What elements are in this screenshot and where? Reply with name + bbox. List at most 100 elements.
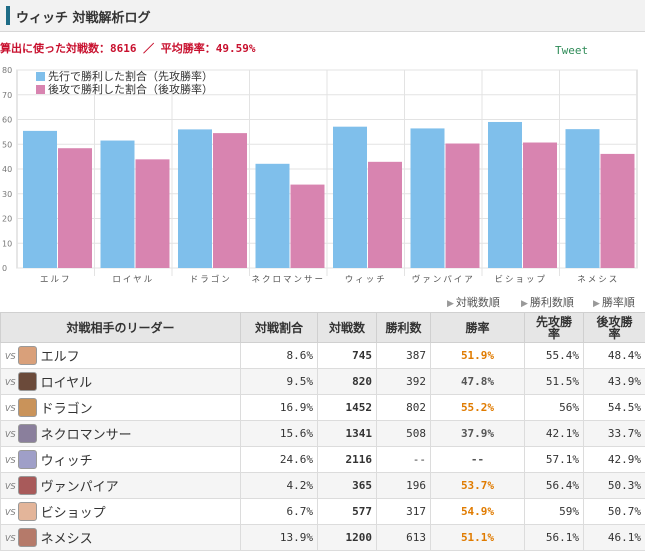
x-tick-label: ビショップ [494, 275, 547, 285]
leader-name: ネメシス [41, 532, 93, 547]
cell-second-rate: 48.4% [584, 343, 645, 369]
page-title: ウィッチ 対戦解析ログ [16, 7, 151, 26]
col-header-leader[interactable]: 対戦相手のリーダー [1, 313, 241, 343]
cell-battles: 1341 [318, 421, 377, 447]
cell-second-rate: 50.3% [584, 473, 645, 499]
sort-by-battles[interactable]: ▶対戦数順 [447, 294, 500, 310]
cell-first-rate: 42.1% [525, 421, 584, 447]
y-tick-label: 30 [2, 190, 12, 199]
win-rate-chart: 01020304050607080エルフロイヤルドラゴンネクロマンサーウィッチヴ… [0, 60, 645, 290]
col-header-battles[interactable]: 対戦数 [318, 313, 377, 343]
y-tick-label: 40 [2, 165, 12, 174]
x-tick-label: ヴァンパイア [412, 274, 475, 285]
header-accent-bar [6, 6, 10, 25]
leader-name: ドラゴン [41, 402, 93, 417]
bar-second-3 [291, 185, 325, 268]
col-header-rate[interactable]: 勝率 [431, 313, 525, 343]
sort-by-wins[interactable]: ▶勝利数順 [521, 294, 574, 310]
bar-first-0 [23, 131, 57, 268]
cell-share: 24.6% [241, 447, 318, 473]
cell-first-rate: 51.5% [525, 369, 584, 395]
cell-wins: 196 [377, 473, 431, 499]
leader-avatar-icon [18, 528, 37, 547]
leader-avatar-icon [18, 372, 37, 391]
cell-leader[interactable]: VS エルフ [1, 343, 241, 369]
cell-share: 8.6% [241, 343, 318, 369]
x-tick-label: ネメシス [577, 275, 619, 285]
table-header-row: 対戦相手のリーダー 対戦割合 対戦数 勝利数 勝率 先攻勝率 後攻勝率 [1, 313, 645, 343]
leader-name: ロイヤル [41, 376, 93, 391]
cell-battles: 1452 [318, 395, 377, 421]
legend-swatch [36, 85, 45, 94]
cell-leader[interactable]: VS ドラゴン [1, 395, 241, 421]
bar-first-6 [488, 122, 522, 268]
cell-wins: 508 [377, 421, 431, 447]
leader-avatar-icon [18, 424, 37, 443]
leader-name: エルフ [41, 350, 80, 365]
leader-avatar-icon [18, 502, 37, 521]
cell-rate: 54.9% [431, 499, 525, 525]
bar-second-1 [136, 159, 170, 268]
cell-wins: 613 [377, 525, 431, 551]
cell-rate: -- [431, 447, 525, 473]
vs-label: VS [5, 352, 16, 361]
bar-first-2 [178, 129, 212, 268]
cell-rate: 51.1% [431, 525, 525, 551]
sort-by-rate-label: 勝率順 [602, 296, 635, 309]
cell-first-rate: 57.1% [525, 447, 584, 473]
col-header-second[interactable]: 後攻勝率 [584, 313, 645, 343]
vs-label: VS [5, 404, 16, 413]
sort-by-rate[interactable]: ▶勝率順 [593, 294, 635, 310]
y-tick-label: 60 [2, 116, 12, 125]
cell-leader[interactable]: VS ネメシス [1, 525, 241, 551]
col-header-share[interactable]: 対戦割合 [241, 313, 318, 343]
cell-second-rate: 42.9% [584, 447, 645, 473]
bar-first-7 [566, 129, 600, 268]
y-tick-label: 10 [2, 239, 12, 248]
y-tick-label: 80 [2, 66, 12, 75]
cell-second-rate: 46.1% [584, 525, 645, 551]
cell-wins: 392 [377, 369, 431, 395]
cell-battles: 745 [318, 343, 377, 369]
cell-second-rate: 33.7% [584, 421, 645, 447]
vs-label: VS [5, 456, 16, 465]
cell-rate: 53.7% [431, 473, 525, 499]
leader-avatar-icon [18, 398, 37, 417]
leader-name: ネクロマンサー [41, 428, 132, 443]
col-header-wins[interactable]: 勝利数 [377, 313, 431, 343]
cell-first-rate: 59% [525, 499, 584, 525]
cell-share: 9.5% [241, 369, 318, 395]
cell-second-rate: 43.9% [584, 369, 645, 395]
x-tick-label: ドラゴン [190, 274, 232, 285]
legend-swatch [36, 72, 45, 81]
cell-share: 13.9% [241, 525, 318, 551]
cell-wins: 802 [377, 395, 431, 421]
cell-battles: 577 [318, 499, 377, 525]
col-header-first[interactable]: 先攻勝率 [525, 313, 584, 343]
vs-label: VS [5, 534, 16, 543]
tweet-link[interactable]: Tweet [555, 44, 588, 57]
bar-first-1 [101, 141, 135, 268]
cell-battles: 2116 [318, 447, 377, 473]
y-tick-label: 50 [2, 140, 12, 149]
bar-second-5 [446, 144, 480, 268]
cell-first-rate: 56.4% [525, 473, 584, 499]
cell-share: 4.2% [241, 473, 318, 499]
sort-by-battles-label: 対戦数順 [456, 296, 500, 309]
legend-entry: 後攻で勝利した割合（後攻勝率） [48, 82, 213, 96]
x-tick-label: ウィッチ [345, 275, 387, 285]
